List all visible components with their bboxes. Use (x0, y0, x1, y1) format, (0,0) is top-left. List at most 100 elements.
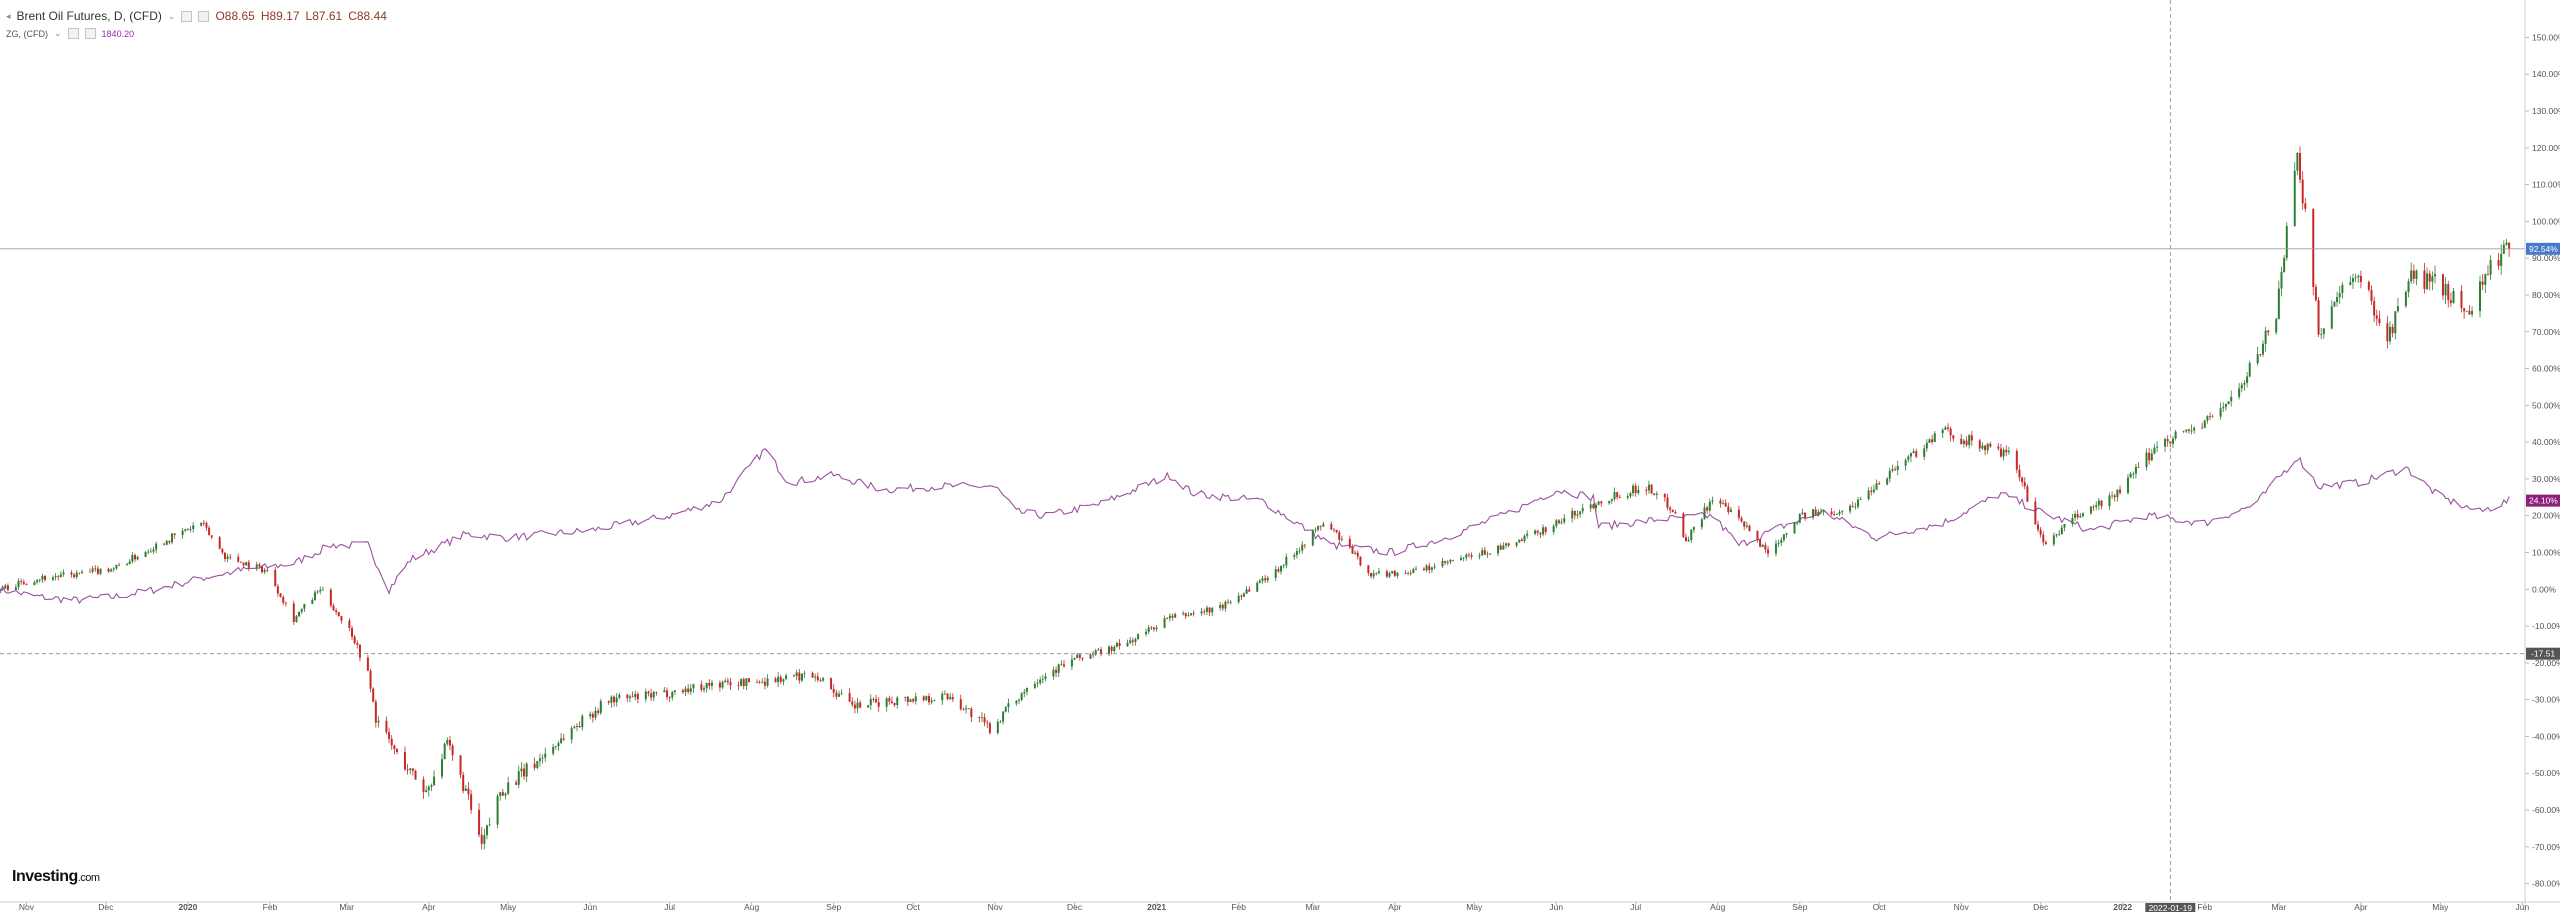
candle-body (2201, 427, 2204, 429)
candle-body (192, 525, 195, 530)
settings-toggle-icon[interactable] (198, 10, 210, 22)
candle-body (1814, 509, 1817, 516)
candle-body (1467, 554, 1470, 556)
candle-body (2055, 534, 2058, 536)
overlay-dropdown-chevron-icon[interactable]: ⌄ (54, 28, 62, 38)
candle-body (1023, 691, 1026, 694)
candle-body (798, 672, 801, 681)
candle-body (1759, 539, 1762, 547)
candle-body (830, 678, 833, 690)
candle-body (782, 679, 785, 682)
candle-body (634, 694, 637, 697)
candle-body (2092, 506, 2095, 508)
candle-body (2145, 452, 2148, 468)
candle-body (803, 673, 806, 674)
candle-body (1841, 511, 1844, 513)
overlay-settings-toggle-icon[interactable] (84, 28, 96, 39)
candle-body (872, 698, 875, 700)
candle-body (959, 699, 962, 710)
candle-body (718, 682, 721, 688)
candle-body (165, 540, 168, 545)
candle-body (1166, 618, 1169, 620)
candle-body (221, 548, 224, 553)
overlay-visibility-toggle-icon[interactable] (67, 28, 79, 39)
candle-body (533, 763, 536, 768)
candle-body (1107, 646, 1110, 654)
candle-body (708, 682, 711, 686)
x-tick-label: Mar (2272, 902, 2287, 912)
candle-body (321, 589, 324, 591)
candle-body (996, 721, 999, 734)
candle-body (1931, 439, 1934, 443)
candle-body (1727, 506, 1730, 513)
candle-body (684, 688, 687, 693)
candle-body (292, 603, 295, 622)
candle-body (1719, 500, 1722, 504)
candle-body (2081, 513, 2084, 516)
candle-body (393, 745, 396, 750)
candle-body (2129, 473, 2132, 478)
x-tick-label: 2022 (2113, 902, 2132, 912)
candle-body (1002, 711, 1005, 722)
candle-body (721, 681, 724, 688)
candle-body (2261, 343, 2264, 355)
candle-body (1, 588, 4, 590)
overlay-label: 24.10% (2529, 496, 2558, 506)
candle-body (1857, 499, 1860, 507)
close-value: C88.44 (348, 9, 387, 23)
x-axis: Nov Dec 2020 Feb Mar Apr May Jun Jul Aug Sep Oct Nov… (0, 901, 2560, 912)
candle-body (75, 572, 78, 578)
overlay-series-title[interactable]: ZG, (CFD) (6, 28, 48, 39)
crosshair-y-label: -17.51 (2531, 649, 2555, 659)
candle-body (832, 689, 835, 693)
candle-body (2206, 416, 2209, 421)
candle-body (980, 717, 983, 719)
candle-body (70, 572, 73, 575)
investing-logo[interactable]: Investing.com (12, 868, 100, 886)
candle-body (1163, 618, 1166, 628)
candle-body (163, 543, 166, 545)
candle-body (208, 527, 211, 536)
candle-body (1219, 604, 1222, 608)
candle-body (1944, 427, 1947, 430)
x-tick-label: Oct (1873, 902, 1887, 912)
candle-body (2148, 452, 2151, 461)
candle-body (853, 704, 856, 709)
candle-body (1520, 539, 1523, 541)
candle-body (1949, 428, 1952, 436)
candle-body (1221, 604, 1224, 609)
candle-body (1370, 572, 1373, 577)
x-tick-label: Oct (907, 902, 921, 912)
candle-body (673, 690, 676, 692)
candle-body (181, 530, 184, 536)
candle-body (1004, 707, 1007, 712)
collapse-chevron-icon[interactable]: ◂ (6, 10, 11, 21)
main-series-title[interactable]: Brent Oil Futures, D, (CFD) (16, 9, 162, 23)
candle-body (1655, 493, 1658, 495)
x-tick-label: Jun (583, 902, 597, 912)
candle-body (2502, 244, 2505, 254)
candle-body (1147, 627, 1150, 632)
candle-body (2341, 284, 2344, 294)
candle-body (1110, 646, 1113, 651)
candle-body (1748, 525, 1751, 532)
candle-body (1137, 634, 1140, 640)
candle-body (1338, 532, 1341, 540)
candle-body (1240, 595, 1243, 597)
candle-body (2410, 270, 2413, 282)
candle-body (332, 605, 335, 611)
candle-body (1192, 613, 1195, 615)
candle-body (1592, 504, 1595, 509)
candle-body (946, 693, 949, 700)
candle-body (1203, 611, 1206, 613)
candle-body (353, 636, 356, 644)
candle-body (1544, 527, 1547, 532)
candle-body (372, 688, 375, 702)
candle-body (1613, 492, 1616, 500)
y-tick-label: -70.00% (2532, 842, 2560, 852)
dropdown-chevron-icon[interactable]: ⌄ (167, 10, 176, 21)
visibility-toggle-icon[interactable] (181, 10, 193, 22)
candle-body (2505, 242, 2508, 245)
y-tick-label: 100.00% (2532, 216, 2560, 226)
